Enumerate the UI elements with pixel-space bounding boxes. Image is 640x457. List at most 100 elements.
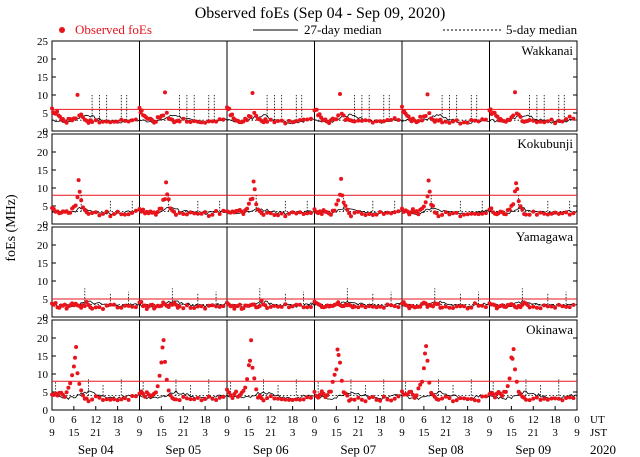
observed-point [328,389,333,394]
observed-point [531,396,536,401]
observed-point [524,212,528,217]
observed-point [230,396,235,400]
observed-point [272,396,277,401]
observed-point [400,206,404,211]
observed-point [230,303,235,308]
observed-point [332,208,337,213]
observed-point [436,214,441,219]
observed-point [192,119,197,124]
chart-title: Observed foEs (Sep 04 - Sep 09, 2020) [195,5,446,22]
observed-point [447,212,452,217]
observed-point [427,189,432,194]
y-tick-label: 0 [43,405,49,417]
observed-point [159,303,164,308]
observed-point [139,108,144,113]
x-tick-label-jst: 21 [178,427,189,439]
y-tick-label: 5 [43,294,49,306]
observed-point [330,379,335,384]
observed-point [440,305,445,310]
observed-point [188,210,193,215]
observed-point [527,212,532,217]
observed-point [272,213,277,217]
observed-point [122,118,127,123]
observed-point [516,199,521,204]
observed-point [458,121,463,126]
x-tick-label-ut: 12 [178,414,189,426]
observed-point [451,119,455,124]
observed-point [542,120,547,125]
observed-point [181,116,186,121]
observed-point [374,397,379,402]
observed-point [101,307,105,311]
observed-point [112,302,116,307]
ut-label: UT [590,414,605,426]
observed-point [101,211,105,216]
x-tick-label-ut: 12 [440,414,451,426]
observed-point [290,210,295,215]
observed-point [493,395,497,400]
observed-point [181,212,186,216]
observed-point [472,118,477,123]
observed-point [68,381,73,386]
observed-point [336,113,341,118]
observed-point [538,397,543,402]
observed-point [66,385,71,390]
observed-point [199,211,204,216]
observed-point [177,119,182,124]
x-tick-label-ut: 0 [312,414,318,426]
legend-median5-label: 5-day median [506,22,578,37]
observed-point [234,389,239,394]
observed-point [511,113,516,118]
observed-point [64,120,69,125]
observed-point [440,212,445,217]
observed-point [480,394,485,399]
observed-point [203,210,208,215]
observed-point [405,209,410,214]
observed-point [458,396,463,401]
date-label: Sep 07 [340,442,376,457]
observed-point [385,397,390,402]
observed-point [86,399,91,404]
observed-point [265,306,270,310]
observed-point [319,212,324,216]
observed-point [381,212,386,216]
observed-point [192,397,197,402]
x-tick-label-jst: 15 [331,427,343,439]
observed-point [221,208,226,213]
observed-point [283,302,288,307]
observed-point [549,117,554,122]
observed-point [534,212,539,217]
observed-point [250,196,255,201]
observed-point [381,119,386,124]
y-tick-label: 15 [37,351,49,363]
observed-point [81,393,85,398]
observed-point [440,120,445,125]
observed-point [166,388,171,393]
observed-point [480,117,485,122]
observed-point [414,209,419,214]
x-tick-label-jst: 9 [224,427,230,439]
observed-point [217,117,222,122]
observed-point [141,207,146,212]
observed-point [458,214,463,219]
observed-point [73,203,78,208]
observed-point [427,380,432,385]
observed-point [203,120,208,125]
observed-point [531,304,536,309]
observed-point [97,305,102,310]
y-tick-label: 20 [37,147,49,159]
observed-point [454,118,459,123]
x-tick-label-ut: 12 [265,414,276,426]
observed-point [423,114,428,118]
observed-point [245,377,250,382]
x-tick-label-jst: 9 [574,427,580,439]
observed-point [356,395,361,400]
observed-point [318,392,322,397]
panel-wakkanai: 0 5 10 15 20 25 Wakkanai [37,36,578,138]
observed-point [416,386,421,391]
observed-point [252,187,257,192]
observed-point [241,212,246,216]
legend-observed-label: Observed foEs [75,22,152,37]
legend: Observed foEs 27-day median 5-day median [59,22,578,37]
observed-point [571,116,576,121]
